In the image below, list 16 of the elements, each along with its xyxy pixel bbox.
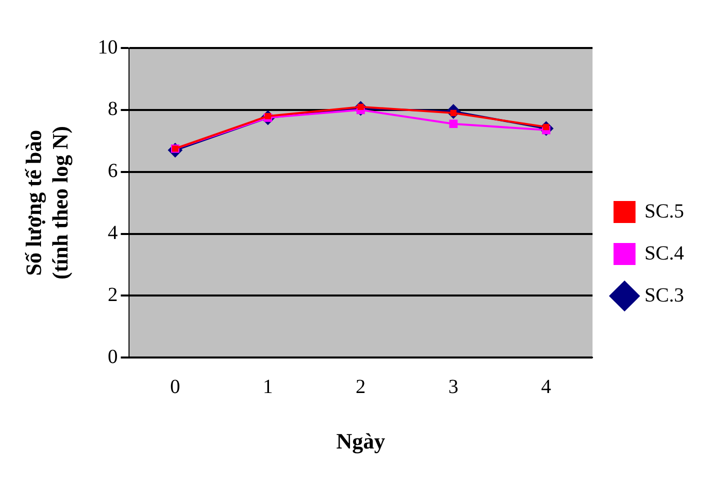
y-tick-label: 8 — [108, 98, 118, 120]
legend-label: SC.5 — [644, 200, 684, 222]
y-tick-label: 0 — [108, 346, 118, 368]
legend-label: SC.3 — [644, 284, 684, 306]
x-axis-title: Ngày — [336, 428, 386, 454]
x-tick-label: 4 — [541, 376, 552, 398]
x-tick-label: 1 — [262, 376, 273, 398]
y-tick-label: 4 — [108, 222, 118, 244]
x-tick-label: 0 — [170, 376, 180, 398]
x-tick-label: 2 — [356, 376, 366, 398]
x-tick-label: 3 — [448, 376, 458, 398]
y-tick-label: 10 — [98, 36, 118, 58]
legend-label: SC.4 — [644, 242, 684, 264]
y-axis-title: Số lượng tế bào (tính theo log N) — [20, 126, 72, 280]
y-tick-label: 6 — [108, 160, 118, 182]
y-tick-label: 2 — [108, 284, 118, 306]
